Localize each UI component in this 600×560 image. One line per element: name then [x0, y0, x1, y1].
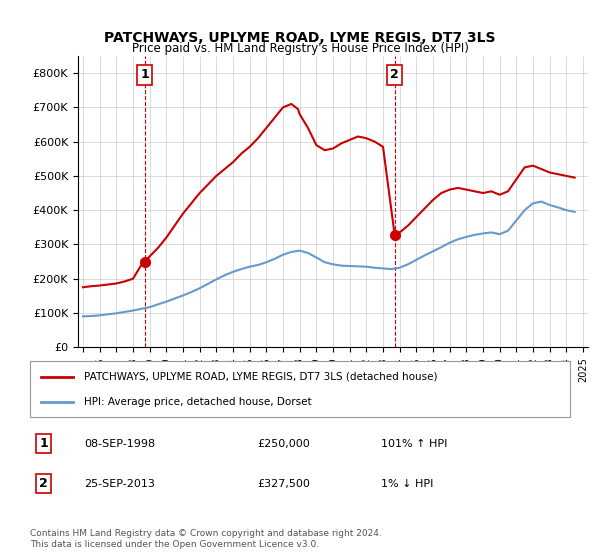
Text: 1% ↓ HPI: 1% ↓ HPI	[381, 479, 433, 489]
Text: HPI: Average price, detached house, Dorset: HPI: Average price, detached house, Dors…	[84, 396, 311, 407]
Text: 1: 1	[140, 68, 149, 81]
Text: 1: 1	[39, 437, 48, 450]
Text: £327,500: £327,500	[257, 479, 310, 489]
Text: Price paid vs. HM Land Registry's House Price Index (HPI): Price paid vs. HM Land Registry's House …	[131, 42, 469, 55]
Text: 25-SEP-2013: 25-SEP-2013	[84, 479, 155, 489]
Text: PATCHWAYS, UPLYME ROAD, LYME REGIS, DT7 3LS: PATCHWAYS, UPLYME ROAD, LYME REGIS, DT7 …	[104, 31, 496, 45]
Text: 2: 2	[39, 477, 48, 491]
Text: Contains HM Land Registry data © Crown copyright and database right 2024.
This d: Contains HM Land Registry data © Crown c…	[30, 529, 382, 549]
Text: 101% ↑ HPI: 101% ↑ HPI	[381, 439, 448, 449]
Text: PATCHWAYS, UPLYME ROAD, LYME REGIS, DT7 3LS (detached house): PATCHWAYS, UPLYME ROAD, LYME REGIS, DT7 …	[84, 372, 437, 382]
Text: £250,000: £250,000	[257, 439, 310, 449]
Text: 08-SEP-1998: 08-SEP-1998	[84, 439, 155, 449]
FancyBboxPatch shape	[30, 361, 570, 417]
Text: 2: 2	[390, 68, 399, 81]
